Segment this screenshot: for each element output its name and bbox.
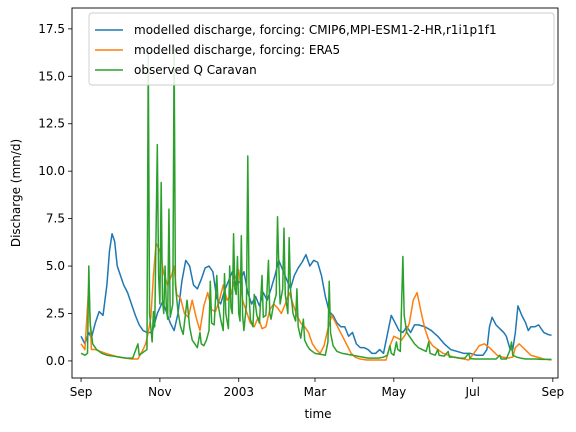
y-tick-label: 0.0	[46, 354, 65, 368]
y-tick-label: 10.0	[38, 164, 65, 178]
x-tick-label: May	[381, 385, 406, 399]
y-tick-label: 15.0	[38, 69, 65, 83]
legend-box	[88, 12, 555, 86]
plot-series	[80, 45, 552, 361]
y-tick-label: 7.5	[46, 212, 65, 226]
x-axis-label: time	[304, 407, 331, 421]
legend: modelled discharge, forcing: CMIP6,MPI-E…	[88, 12, 555, 86]
x-tick-label: Nov	[148, 385, 171, 399]
legend-label: modelled discharge, forcing: ERA5	[134, 43, 340, 57]
x-tick-label: Jul	[464, 385, 479, 399]
y-tick-label: 12.5	[38, 117, 65, 131]
series-line-3	[80, 45, 552, 361]
x-tick-label: Mar	[304, 385, 327, 399]
legend-label: modelled discharge, forcing: CMIP6,MPI-E…	[134, 23, 497, 37]
x-axis-ticks: Sep Nov 2003 Mar May Jul Sep	[70, 378, 564, 399]
x-tick-label: Sep	[70, 385, 93, 399]
series-line-1	[80, 233, 552, 356]
y-tick-label: 17.5	[38, 22, 65, 36]
y-axis-ticks: 0.0 2.5 5.0 7.5 10.0 12.5 15.0 17.5	[38, 22, 72, 368]
y-axis-label: Discharge (mm/d)	[9, 139, 23, 247]
x-tick-label: Sep	[542, 385, 565, 399]
y-tick-label: 5.0	[46, 259, 65, 273]
x-tick-label: 2003	[223, 385, 254, 399]
legend-label: observed Q Caravan	[134, 63, 257, 77]
y-tick-label: 2.5	[46, 306, 65, 320]
